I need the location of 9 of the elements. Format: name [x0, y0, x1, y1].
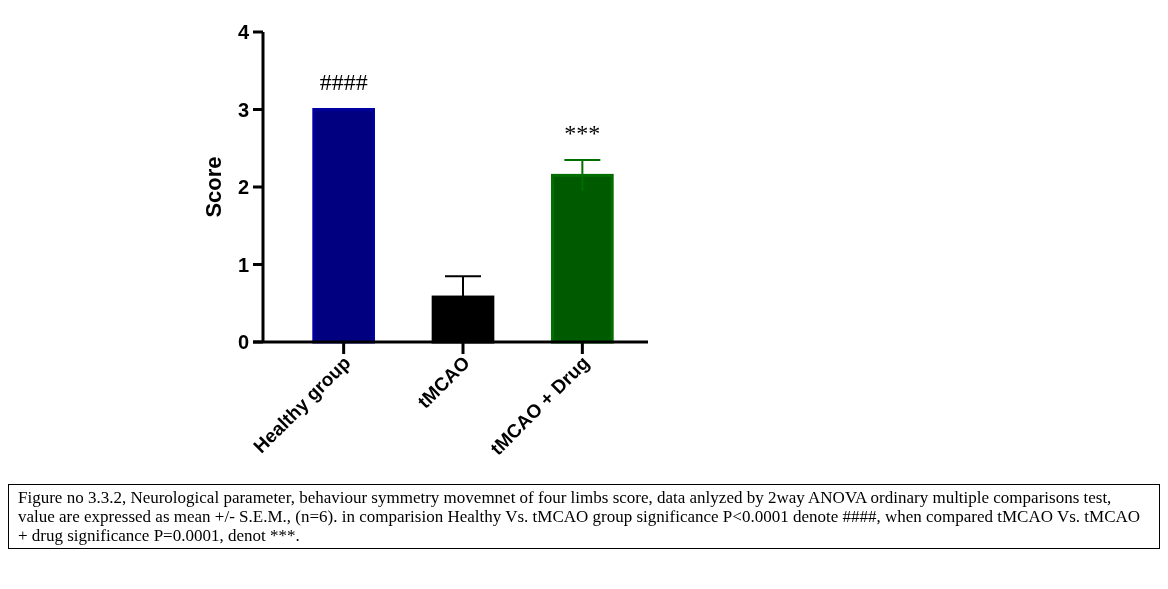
y-tick-label: 3 — [237, 98, 249, 121]
y-tick-label: 0 — [237, 331, 249, 353]
y-tick-label: 2 — [237, 176, 249, 198]
text: Figure no 3.3.2, Neurological parameter, behaviour symmetry movemnet of four limbs score, data anlyzed by 2way ANOVA ordinary multiple comparisons test, value are expressed as mean +/- S.E.M., (n=6). in comparision Healthy Vs. tMCAO group significance P<0.0001 denote ####, when compared tMCAO Vs. tMCAO + drug significance P=0.0001, denot ***. — [8, 484, 1160, 549]
y-tick-label: 4 — [237, 21, 250, 43]
y-tick-label: 1 — [237, 253, 249, 276]
y-axis-title: Score — [201, 156, 226, 218]
annotation: *** — [564, 120, 601, 146]
annotation: #### — [319, 69, 368, 95]
